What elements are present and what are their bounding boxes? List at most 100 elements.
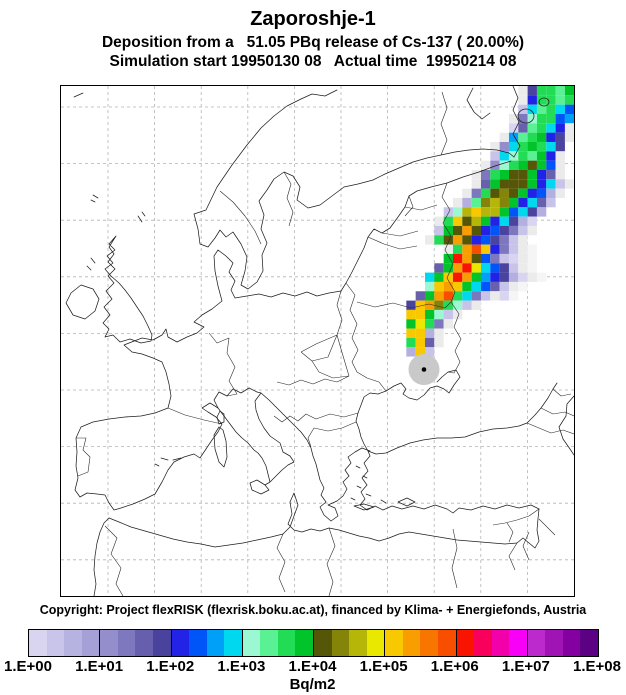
deposition-cell	[462, 263, 472, 273]
deposition-cell	[443, 319, 453, 329]
deposition-cell	[518, 123, 528, 133]
deposition-cell	[518, 160, 528, 170]
deposition-cell	[490, 263, 500, 273]
deposition-cell	[555, 160, 565, 170]
deposition-cell	[508, 188, 519, 198]
deposition-cell	[499, 253, 509, 264]
deposition-cell	[452, 197, 463, 208]
deposition-cell	[406, 309, 416, 320]
deposition-cell	[471, 197, 481, 208]
deposition-cell	[499, 160, 509, 170]
deposition-cell	[508, 169, 519, 180]
deposition-cell	[480, 263, 491, 273]
deposition-cell	[443, 244, 453, 254]
deposition-cell	[546, 169, 556, 180]
deposition-cell	[536, 169, 547, 180]
deposition-cell	[443, 300, 453, 310]
deposition-cell	[508, 197, 519, 208]
deposition-cell	[508, 160, 519, 170]
deposition-cell	[564, 104, 574, 114]
deposition-cell	[471, 300, 481, 310]
deposition-cell	[462, 197, 472, 208]
deposition-cell	[490, 281, 500, 292]
deposition-cell	[527, 188, 537, 198]
deposition-cell	[536, 95, 547, 105]
deposition-cell	[424, 328, 435, 338]
deposition-cell	[415, 328, 425, 338]
deposition-cell	[518, 244, 528, 254]
deposition-cell	[546, 104, 556, 114]
deposition-cell	[536, 197, 547, 208]
deposition-cell	[508, 253, 519, 264]
deposition-cell	[480, 188, 491, 198]
deposition-cell	[518, 141, 528, 152]
deposition-cell	[527, 253, 537, 264]
deposition-cell	[536, 132, 547, 142]
deposition-cell	[518, 151, 528, 161]
deposition-cell	[508, 291, 519, 301]
deposition-cell	[443, 225, 453, 236]
colorbar-segment	[474, 630, 492, 656]
source-point-dot	[421, 367, 427, 372]
colorbar-segment	[437, 630, 456, 656]
deposition-cell	[434, 225, 444, 236]
deposition-cell	[499, 216, 509, 226]
deposition-cell	[490, 244, 500, 254]
deposition-cell	[518, 113, 528, 124]
deposition-cell	[536, 86, 547, 96]
deposition-cell	[480, 272, 491, 282]
subtitle-times: Simulation start 19950130 08 Actual time…	[109, 53, 517, 70]
colorbar-segment	[420, 630, 438, 656]
deposition-cell	[518, 132, 528, 142]
deposition-cell	[452, 263, 463, 273]
deposition-cell	[480, 244, 491, 254]
deposition-cell	[452, 207, 463, 217]
deposition-cell	[490, 253, 500, 264]
deposition-cell	[518, 169, 528, 180]
deposition-cell	[518, 253, 528, 264]
deposition-cell	[480, 235, 491, 245]
deposition-cell	[527, 151, 537, 161]
deposition-cell	[499, 151, 509, 161]
colorbar-segment	[366, 630, 385, 656]
colorbar-segment	[241, 630, 261, 656]
deposition-cell	[480, 207, 491, 217]
deposition-cell	[508, 207, 519, 217]
deposition-cell	[406, 319, 416, 329]
deposition-cell	[434, 319, 444, 329]
colorbar-segment	[295, 630, 313, 656]
deposition-cell	[462, 216, 472, 226]
deposition-cell	[536, 123, 547, 133]
deposition-cell	[546, 132, 556, 142]
deposition-cell	[480, 225, 491, 236]
deposition-cell	[452, 244, 463, 254]
colorbar-unit-label: Bq/m2	[289, 676, 336, 693]
deposition-cell	[518, 86, 528, 96]
deposition-cell	[424, 309, 435, 320]
deposition-cell	[434, 235, 444, 245]
deposition-cell	[527, 160, 537, 170]
deposition-cell	[527, 272, 537, 282]
deposition-cell	[424, 235, 435, 245]
deposition-cell	[564, 123, 574, 133]
subtitle-release: Deposition from a 51.05 PBq release of C…	[101, 34, 525, 51]
deposition-cell	[555, 132, 565, 142]
deposition-cell	[471, 188, 481, 198]
deposition-cell	[527, 104, 537, 114]
deposition-cell	[443, 309, 453, 320]
colorbar-tick-label: 1.E+05	[359, 658, 408, 675]
deposition-cell	[434, 272, 444, 282]
deposition-cell	[564, 113, 574, 124]
deposition-cell	[443, 207, 453, 217]
deposition-cell	[555, 188, 565, 198]
colorbar-segment	[313, 630, 332, 656]
deposition-cell	[480, 179, 491, 189]
deposition-cell	[434, 216, 444, 226]
deposition-cell	[499, 281, 509, 292]
deposition-cell	[546, 160, 556, 170]
country-borders	[76, 91, 574, 596]
colorbar-tick-label: 1.E+01	[75, 658, 124, 675]
deposition-cell	[443, 263, 453, 273]
deposition-cell	[518, 225, 528, 236]
deposition-cell	[527, 225, 537, 236]
